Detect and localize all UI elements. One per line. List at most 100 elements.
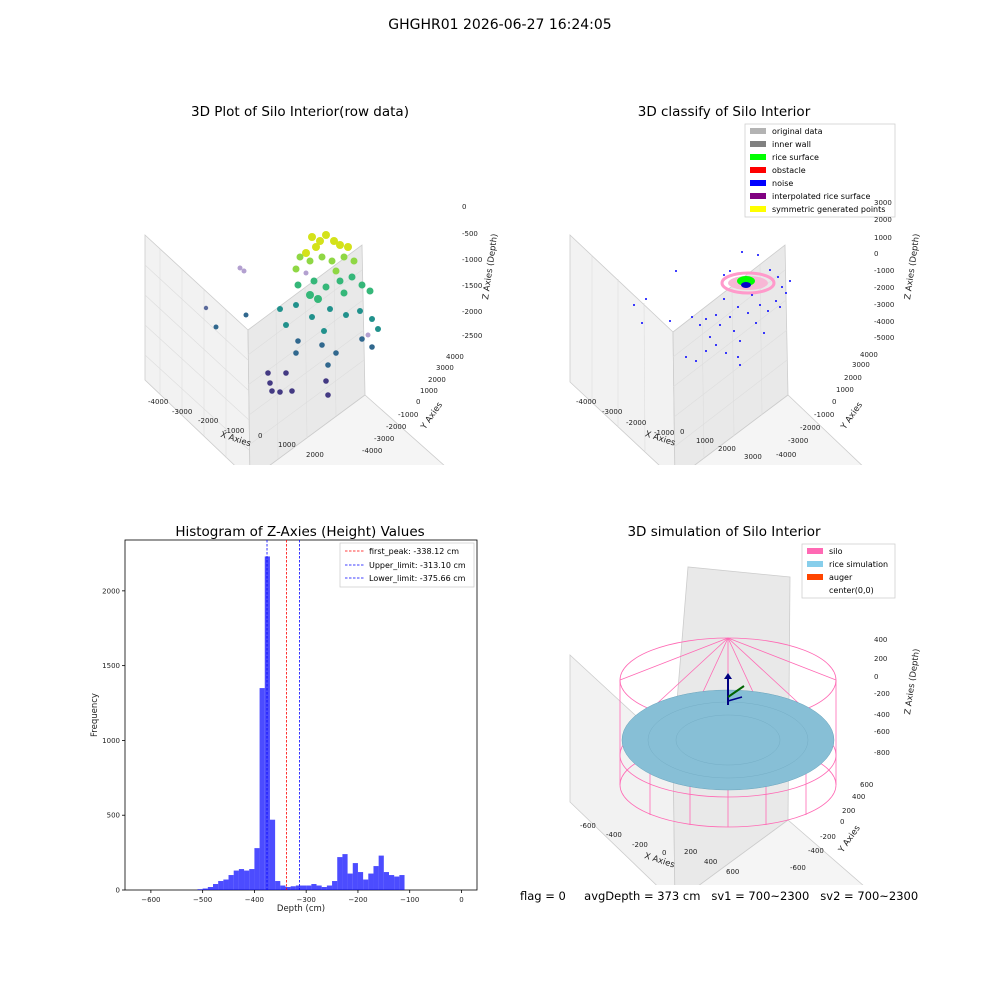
y-tick-label: 500 — [107, 812, 120, 820]
panel-simulation-title: 3D simulation of Silo Interior — [627, 524, 821, 540]
x-tick-label: −400 — [245, 896, 264, 904]
z-axis-label: Z Axies (Depth) — [481, 233, 500, 300]
svg-text:0: 0 — [840, 818, 844, 826]
svg-text:1000: 1000 — [696, 437, 714, 445]
svg-text:rice simulation: rice simulation — [829, 560, 888, 569]
svg-text:center(0,0): center(0,0) — [829, 586, 874, 595]
svg-text:1000: 1000 — [420, 387, 438, 395]
legend-swatch-inner-wall — [750, 141, 766, 147]
panel-raw-3d: 3D Plot of Silo Interior(row data) -4000… — [144, 104, 500, 465]
hist-vlines — [266, 540, 300, 890]
svg-text:-200: -200 — [874, 690, 890, 698]
svg-text:-2000: -2000 — [386, 423, 406, 431]
auger-arrows — [724, 673, 745, 705]
status-footer: flag = 0 avgDepth = 373 cm sv1 = 700~230… — [520, 889, 918, 903]
x-tick-label: 0 — [459, 896, 463, 904]
svg-text:obstacle: obstacle — [772, 166, 806, 175]
hist-bar — [295, 885, 301, 890]
hist-bar — [389, 875, 395, 890]
scatter-points — [203, 231, 381, 398]
svg-text:rice surface: rice surface — [772, 153, 819, 162]
svg-text:0: 0 — [874, 673, 878, 681]
x-tick-label: −100 — [400, 896, 419, 904]
hist-bar — [264, 556, 270, 890]
hist-bar — [311, 884, 317, 890]
z-axis-label-2: Z Axies (Depth) — [903, 233, 920, 300]
svg-text:-5000: -5000 — [874, 334, 894, 342]
svg-text:-800: -800 — [874, 749, 890, 757]
svg-text:-200: -200 — [632, 841, 648, 849]
svg-text:-600: -600 — [580, 822, 596, 830]
svg-text:-3000: -3000 — [374, 435, 394, 443]
hist-bar — [332, 881, 338, 890]
hist-bar — [275, 881, 281, 890]
hist-legend: first_peak: -338.12 cm Upper_limit: -313… — [339, 542, 475, 588]
svg-text:first_peak: -338.12 cm: first_peak: -338.12 cm — [369, 547, 459, 556]
hist-bar — [378, 855, 384, 890]
hist-bar — [280, 885, 286, 890]
svg-text:-600: -600 — [790, 864, 806, 872]
hist-bars — [197, 556, 405, 890]
z-axis-ticks-2: -5000 -4000 -3000 -2000 -1000 0 1000 200… — [874, 199, 894, 342]
hist-title: Histogram of Z-Axies (Height) Values — [175, 524, 424, 540]
svg-text:0: 0 — [874, 250, 878, 258]
legend-swatch-silo — [807, 548, 823, 554]
svg-text:2000: 2000 — [428, 376, 446, 384]
svg-text:-2000: -2000 — [462, 308, 482, 316]
svg-text:-400: -400 — [808, 847, 824, 855]
classified-points — [633, 251, 791, 366]
hist-bar — [347, 873, 353, 890]
svg-text:0: 0 — [416, 398, 420, 406]
svg-text:noise: noise — [772, 179, 793, 188]
svg-text:400: 400 — [852, 793, 865, 801]
svg-text:-1000: -1000 — [224, 427, 244, 435]
svg-text:silo: silo — [829, 547, 843, 556]
hist-bar — [301, 885, 307, 890]
sv1-text: sv1 = 700~2300 — [711, 889, 810, 903]
svg-text:4000: 4000 — [446, 353, 464, 361]
hist-bar — [337, 857, 343, 890]
svg-text:200: 200 — [842, 807, 855, 815]
svg-text:-500: -500 — [462, 230, 478, 238]
svg-text:0: 0 — [680, 428, 684, 436]
hist-bar — [363, 879, 369, 890]
svg-text:4000: 4000 — [860, 351, 878, 359]
svg-text:-1500: -1500 — [462, 282, 482, 290]
svg-text:-3000: -3000 — [874, 301, 894, 309]
svg-text:0: 0 — [258, 432, 262, 440]
hist-bar — [254, 848, 260, 890]
y-tick-label: 1500 — [102, 662, 120, 670]
svg-text:-4000: -4000 — [362, 447, 382, 455]
svg-text:-2000: -2000 — [626, 419, 646, 427]
svg-text:2000: 2000 — [306, 451, 324, 459]
svg-text:-2000: -2000 — [874, 284, 894, 292]
hist-bar — [352, 863, 358, 890]
svg-text:-4000: -4000 — [874, 318, 894, 326]
svg-text:-3000: -3000 — [602, 408, 622, 416]
y-axis-label-2: Y Axies — [839, 400, 866, 432]
hist-bar — [290, 886, 296, 890]
svg-text:3000: 3000 — [852, 361, 870, 369]
y-axis-ticks-2: -4000 -3000 -2000 -1000 0 1000 2000 3000… — [776, 351, 878, 459]
svg-text:interpolated rice surface: interpolated rice surface — [772, 192, 870, 201]
panel-classify-title: 3D classify of Silo Interior — [638, 104, 811, 120]
svg-text:-1000: -1000 — [814, 411, 834, 419]
y-tick-label: 1000 — [102, 737, 120, 745]
hist-bar — [399, 875, 405, 890]
legend-swatch-interpolated — [750, 193, 766, 199]
hist-bar — [259, 688, 265, 890]
panel-histogram: Histogram of Z-Axies (Height) Values −60… — [90, 524, 478, 914]
sv2-text: sv2 = 700~2300 — [820, 889, 919, 903]
axes-3d-box — [144, 234, 445, 465]
svg-text:2000: 2000 — [874, 216, 892, 224]
z-axis-ticks: -2500 -2000 -1500 -1000 -500 0 — [462, 203, 482, 340]
figure-title: GHGHR01 2026-06-27 16:24:05 — [388, 17, 612, 33]
svg-text:symmetric generated points: symmetric generated points — [772, 205, 885, 214]
svg-text:Lower_limit: -375.66 cm: Lower_limit: -375.66 cm — [369, 574, 466, 583]
svg-text:400: 400 — [704, 858, 717, 866]
hist-bar — [373, 866, 379, 890]
svg-text:200: 200 — [684, 848, 697, 856]
legend-swatch-symmetric — [750, 206, 766, 212]
hist-bar — [238, 869, 245, 890]
y-axis-label-4: Y Axies — [836, 823, 863, 855]
